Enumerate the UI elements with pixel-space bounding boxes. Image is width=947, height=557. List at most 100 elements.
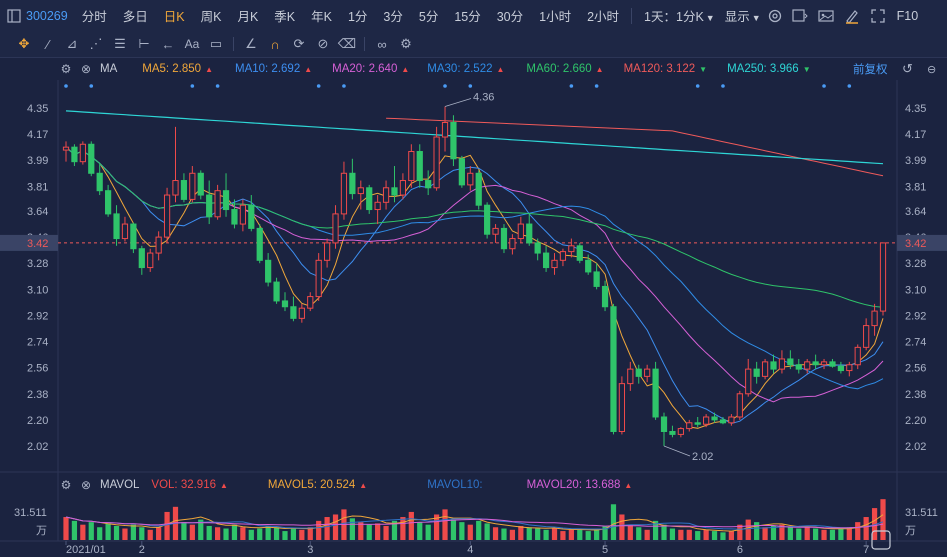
- volume-bar: [324, 517, 330, 540]
- volume-close-icon[interactable]: ⊗: [80, 478, 92, 492]
- event-marker-dot[interactable]: [342, 84, 346, 88]
- event-marker-dot[interactable]: [721, 84, 725, 88]
- volume-bar: [97, 527, 103, 540]
- reset-icon[interactable]: ↺: [902, 61, 913, 76]
- legend-label: MAVOL10:: [427, 479, 483, 491]
- screenshot-icon[interactable]: [813, 9, 839, 23]
- y-tick-label: 3.64: [905, 206, 926, 218]
- fullscreen-icon[interactable]: [865, 8, 891, 23]
- ma-line-ma30: [65, 146, 884, 390]
- period-tab[interactable]: 年K: [311, 10, 332, 24]
- volume-bar: [728, 531, 735, 540]
- volume-bar: [240, 527, 246, 540]
- x-axis-label: 4: [467, 544, 473, 556]
- text-tool-icon[interactable]: Aa: [184, 37, 200, 51]
- volume-settings-icon[interactable]: ⚙: [60, 478, 72, 492]
- candle-body: [130, 223, 137, 250]
- crosshair-move-icon[interactable]: ✥: [18, 36, 30, 51]
- adjust-mode-button[interactable]: 前复权: [853, 64, 888, 76]
- y-tick-label: 2.74: [27, 337, 48, 349]
- event-marker-dot[interactable]: [569, 84, 574, 88]
- candle-body: [273, 281, 280, 302]
- event-marker-dot[interactable]: [190, 84, 195, 88]
- event-marker-dot[interactable]: [64, 84, 68, 88]
- y-tick-label: 3.10: [27, 284, 48, 296]
- event-marker-dot[interactable]: [89, 84, 94, 88]
- trend-channel-icon[interactable]: ⊿: [66, 36, 78, 51]
- period-tab[interactable]: 多日: [122, 10, 148, 24]
- link-icon[interactable]: ∞: [377, 36, 387, 52]
- candle-body: [458, 158, 465, 186]
- volume-bar: [290, 528, 297, 540]
- comment-tool-icon[interactable]: ▭: [209, 36, 223, 51]
- ma-line-ma20: [65, 146, 884, 403]
- f10-button[interactable]: F10: [896, 8, 919, 23]
- event-marker-dot[interactable]: [822, 84, 826, 88]
- candle-body: [635, 368, 642, 377]
- collapse-icon[interactable]: ⊖: [927, 63, 937, 76]
- layout-square-icon[interactable]: [787, 8, 813, 23]
- sync-icon[interactable]: ⟳: [293, 36, 305, 51]
- fibonacci-tool-icon[interactable]: ☰: [114, 36, 126, 51]
- event-marker-dot[interactable]: [695, 84, 700, 88]
- candle-body: [71, 146, 78, 163]
- candle-body: [728, 416, 735, 424]
- range-tool-icon[interactable]: ⊢: [138, 36, 150, 51]
- period-select[interactable]: 1天：1分K ▼: [636, 6, 717, 25]
- candle-body: [500, 227, 508, 250]
- period-tab[interactable]: 周K: [200, 10, 222, 24]
- event-marker-dot[interactable]: [443, 84, 447, 88]
- candle-body: [601, 285, 609, 308]
- period-tab[interactable]: 1小时: [539, 10, 572, 24]
- candle-body: [812, 361, 819, 366]
- volume-bar: [417, 522, 423, 540]
- event-marker-dot[interactable]: [215, 84, 220, 88]
- stock-code[interactable]: 300269: [26, 8, 68, 23]
- period-tab[interactable]: 分时: [81, 10, 107, 24]
- magnet-icon[interactable]: ∩: [270, 36, 280, 52]
- indicator-close-icon[interactable]: ⊗: [80, 62, 92, 76]
- indicator-settings-icon[interactable]: ⚙: [60, 62, 72, 76]
- ma-line-ma60: [65, 146, 884, 308]
- volume-bar: [594, 529, 600, 540]
- hide-drawings-icon[interactable]: ⊘: [317, 36, 329, 51]
- candle-body: [298, 307, 305, 319]
- volume-bar: [467, 524, 473, 540]
- period-tab[interactable]: 季K: [274, 10, 296, 24]
- y-tick-label: 2.38: [905, 389, 926, 401]
- delete-drawings-icon[interactable]: ⌫: [337, 36, 357, 51]
- display-menu[interactable]: 显示 ▼: [717, 6, 763, 25]
- volume-legend: ⚙ ⊗ MAVOL VOL: 32.916 ▲ MAVOL5: 20.524 ▲ MAV…: [0, 474, 947, 496]
- toolbar-settings-icon[interactable]: ⚙: [400, 36, 412, 51]
- volume-bar: [644, 529, 650, 540]
- arrow-tool-icon[interactable]: ←: [161, 36, 175, 52]
- volume-bar: [610, 504, 617, 540]
- period-tab[interactable]: 2小时: [587, 10, 620, 24]
- period-tab[interactable]: 5分: [418, 10, 439, 24]
- event-marker-dot[interactable]: [847, 84, 852, 88]
- period-tab[interactable]: 30分: [496, 10, 524, 24]
- draw-pen-icon[interactable]: [839, 8, 865, 24]
- candle-body: [517, 223, 524, 240]
- period-tab[interactable]: 1分: [347, 10, 368, 24]
- candle-body: [660, 416, 668, 432]
- settings-gear-icon[interactable]: [763, 8, 787, 24]
- candle-body: [214, 190, 221, 218]
- candle-body: [248, 204, 255, 229]
- ruler-tool-icon[interactable]: ∠: [245, 36, 257, 51]
- volume-bar: [619, 514, 625, 540]
- polyline-tool-icon[interactable]: ⋰: [89, 36, 103, 51]
- period-tab[interactable]: 月K: [237, 10, 259, 24]
- event-marker-dot[interactable]: [316, 84, 321, 88]
- sidebar-toggle-icon[interactable]: [4, 8, 24, 23]
- event-marker-dot[interactable]: [468, 84, 473, 88]
- volume-bar: [130, 524, 136, 540]
- volume-bar: [661, 524, 667, 540]
- period-tab[interactable]: 15分: [454, 10, 481, 24]
- period-tab[interactable]: 3分: [383, 10, 403, 24]
- period-tab[interactable]: 日K: [163, 10, 185, 24]
- event-marker-dot[interactable]: [594, 84, 599, 88]
- line-tool-icon[interactable]: ⁄: [46, 36, 50, 52]
- volume-bar: [299, 529, 305, 540]
